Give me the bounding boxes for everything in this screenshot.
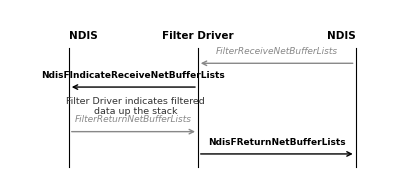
Text: Filter Driver indicates filtered
data up the stack: Filter Driver indicates filtered data up… bbox=[67, 97, 205, 116]
Text: NDIS: NDIS bbox=[69, 30, 98, 41]
Text: FilterReturnNetBufferLists: FilterReturnNetBufferLists bbox=[75, 115, 192, 124]
Text: NdisFIndicateReceiveNetBufferLists: NdisFIndicateReceiveNetBufferLists bbox=[42, 71, 225, 80]
Text: NDIS: NDIS bbox=[327, 30, 356, 41]
Text: Filter Driver: Filter Driver bbox=[162, 30, 234, 41]
Text: NdisFReturnNetBufferLists: NdisFReturnNetBufferLists bbox=[208, 137, 346, 146]
Text: FilterReceiveNetBufferLists: FilterReceiveNetBufferLists bbox=[216, 47, 338, 56]
